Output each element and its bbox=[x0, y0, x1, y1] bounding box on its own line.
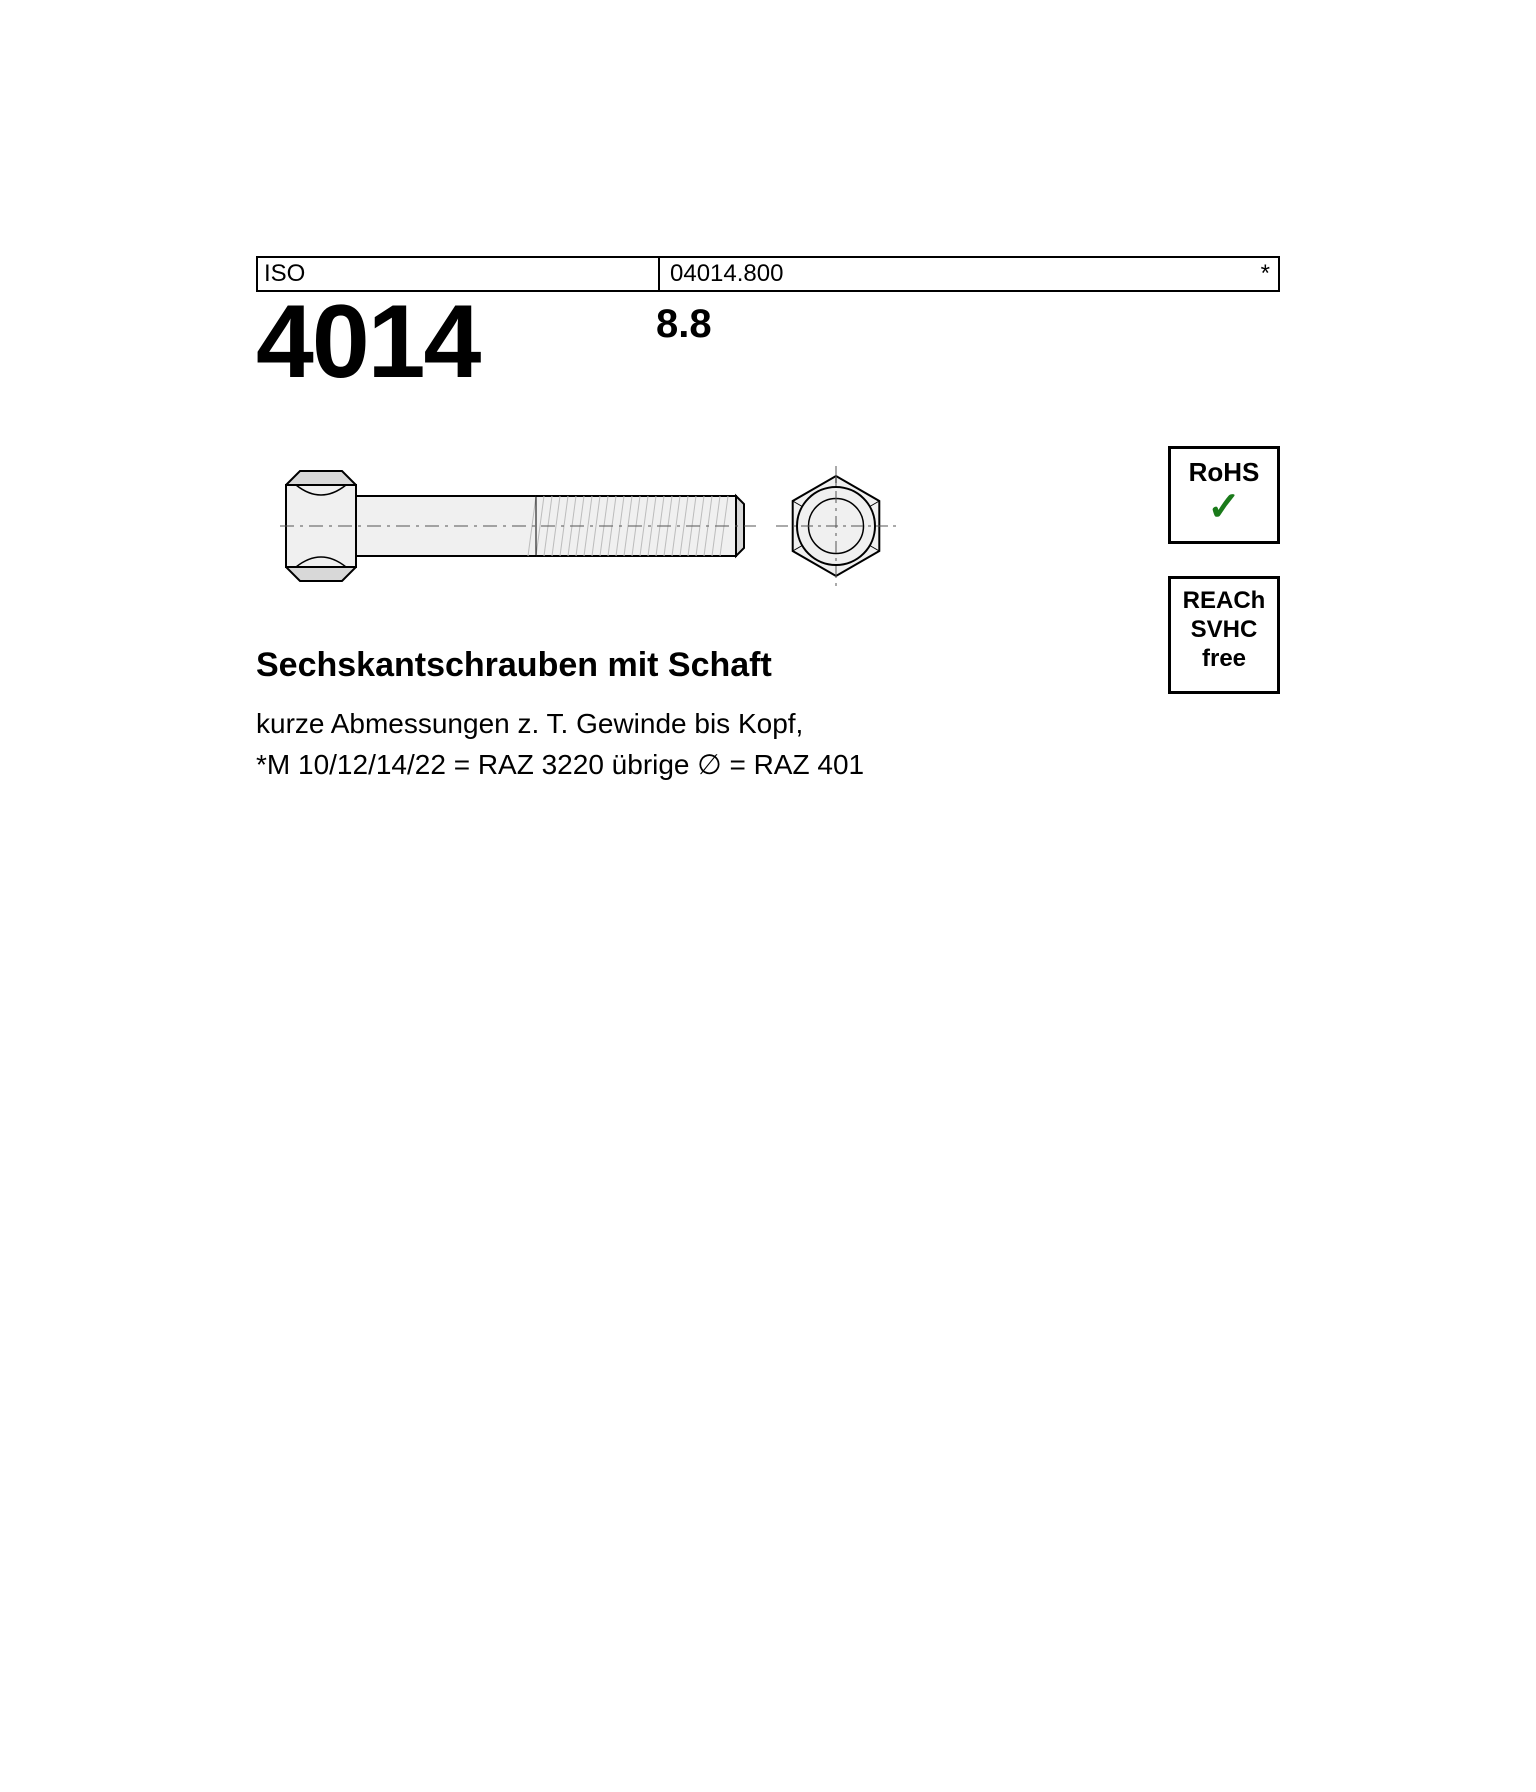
strength-grade: 8.8 bbox=[656, 302, 712, 347]
header-mark: * bbox=[1261, 260, 1270, 288]
check-icon: ✓ bbox=[1171, 484, 1277, 530]
product-title: Sechskantschrauben mit Schaft bbox=[256, 646, 772, 685]
desc-line-2: *M 10/12/14/22 = RAZ 3220 übrige ∅ = RAZ… bbox=[256, 745, 864, 786]
bolt-diagram bbox=[276, 446, 916, 606]
rohs-label: RoHS bbox=[1189, 457, 1260, 487]
desc-line-1: kurze Abmessungen z. T. Gewinde bis Kopf… bbox=[256, 704, 864, 745]
header-divider bbox=[658, 258, 660, 290]
header-code: 04014.800 bbox=[670, 260, 783, 288]
reach-line1: REACh bbox=[1171, 587, 1277, 616]
reach-badge: REACh SVHC free bbox=[1168, 576, 1280, 694]
reach-line3: free bbox=[1171, 645, 1277, 674]
reach-line2: SVHC bbox=[1171, 616, 1277, 645]
rohs-badge: RoHS ✓ bbox=[1168, 446, 1280, 544]
standard-number: 4014 bbox=[256, 290, 479, 394]
product-description: kurze Abmessungen z. T. Gewinde bis Kopf… bbox=[256, 704, 864, 785]
spec-sheet: ISO 04014.800 * 4014 8.8 Sechskantschrau… bbox=[256, 256, 1280, 1280]
